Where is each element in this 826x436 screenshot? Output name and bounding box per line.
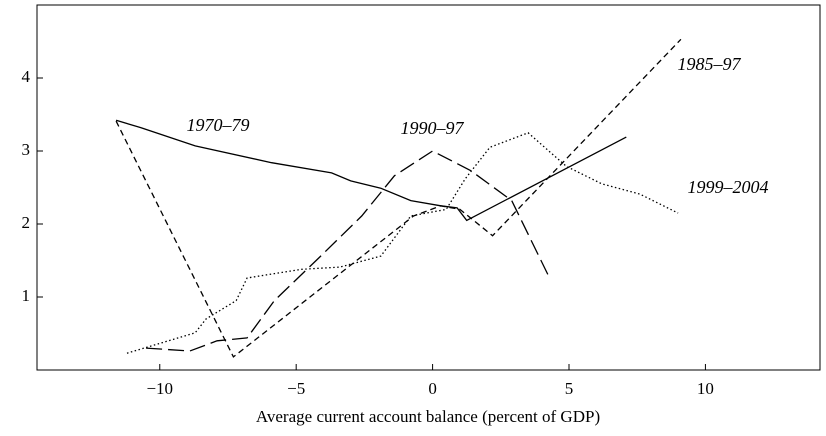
plot-frame — [36, 4, 821, 371]
series-label: 1990–97 — [401, 118, 465, 138]
x-tick-label: 5 — [565, 379, 574, 398]
series-line — [115, 119, 627, 222]
y-tick-label: 1 — [22, 286, 31, 305]
series-label: 1970–79 — [187, 115, 250, 135]
x-tick-label: 0 — [428, 379, 437, 398]
y-tick-label: 2 — [22, 213, 31, 232]
x-axis-label: Average current account balance (percent… — [256, 407, 600, 426]
series-line — [115, 38, 682, 358]
y-tick-label: 4 — [22, 67, 31, 86]
x-tick-label: 10 — [697, 379, 714, 398]
series-label: 1999–2004 — [688, 177, 769, 197]
series-line — [126, 132, 679, 354]
x-tick-label: −10 — [146, 379, 173, 398]
x-tick-label: −5 — [287, 379, 305, 398]
y-tick-label: 3 — [22, 140, 31, 159]
series-line — [146, 150, 550, 352]
series-label: 1985–97 — [678, 54, 742, 74]
